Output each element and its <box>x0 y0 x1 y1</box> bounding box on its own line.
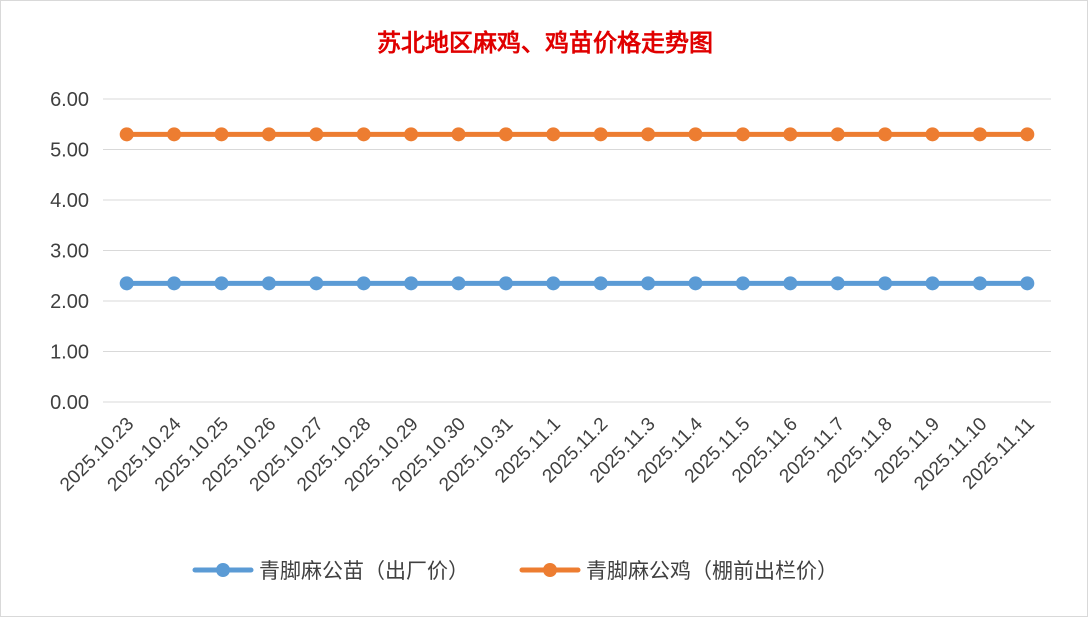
y-tick-label: 6.00 <box>50 89 89 111</box>
data-point <box>593 127 608 142</box>
data-point <box>593 276 608 291</box>
data-point <box>214 276 229 291</box>
series-layer <box>119 127 1035 291</box>
data-point <box>688 276 703 291</box>
y-tick-label: 1.00 <box>50 342 89 364</box>
chart-title: 苏北地区麻鸡、鸡苗价格走势图 <box>377 28 713 57</box>
data-point <box>167 127 182 142</box>
gridlines <box>103 98 1051 403</box>
legend: 青脚麻公苗（出厂价） 青脚麻公鸡（棚前出栏价） <box>192 559 838 583</box>
x-axis-tick-labels: 2025.10.232025.10.242025.10.252025.10.26… <box>56 413 1039 495</box>
data-point <box>830 127 845 142</box>
y-tick-label: 4.00 <box>50 190 89 212</box>
data-point <box>972 127 987 142</box>
data-point <box>1020 276 1035 291</box>
data-point <box>641 127 656 142</box>
data-point <box>451 276 466 291</box>
legend-entry: 青脚麻公鸡（棚前出栏价） <box>519 559 838 583</box>
legend-swatch-marker <box>216 563 230 577</box>
y-tick-label: 2.00 <box>50 291 89 313</box>
data-point <box>356 127 371 142</box>
data-point <box>261 276 276 291</box>
data-point <box>404 276 419 291</box>
data-point <box>167 276 182 291</box>
y-tick-label: 5.00 <box>50 140 89 162</box>
data-point <box>735 276 750 291</box>
y-tick-label: 3.00 <box>50 241 89 263</box>
data-point <box>119 276 134 291</box>
data-point <box>261 127 276 142</box>
data-point <box>925 276 940 291</box>
data-point <box>641 276 656 291</box>
series-2 <box>119 127 1035 142</box>
data-point <box>498 127 513 142</box>
legend-label: 青脚麻公苗（出厂价） <box>259 559 469 583</box>
data-point <box>878 276 893 291</box>
data-point <box>498 276 513 291</box>
data-point <box>404 127 419 142</box>
data-point <box>783 276 798 291</box>
data-point <box>783 127 798 142</box>
series-1 <box>119 276 1035 291</box>
data-point <box>688 127 703 142</box>
y-axis-tick-labels: 0.00 1.00 2.00 3.00 4.00 5.00 6.00 <box>50 89 89 414</box>
data-point <box>1020 127 1035 142</box>
data-point <box>356 276 371 291</box>
legend-entry: 青脚麻公苗（出厂价） <box>192 559 469 583</box>
data-point <box>309 127 324 142</box>
data-point <box>546 127 561 142</box>
data-point <box>214 127 229 142</box>
data-point <box>451 127 466 142</box>
data-point <box>878 127 893 142</box>
data-point <box>119 127 134 142</box>
data-point <box>972 276 987 291</box>
data-point <box>546 276 561 291</box>
data-point <box>309 276 324 291</box>
legend-label: 青脚麻公鸡（棚前出栏价） <box>586 559 838 583</box>
data-point <box>830 276 845 291</box>
data-point <box>925 127 940 142</box>
legend-swatch-marker <box>543 563 557 577</box>
data-point <box>735 127 750 142</box>
y-tick-label: 0.00 <box>50 392 89 414</box>
